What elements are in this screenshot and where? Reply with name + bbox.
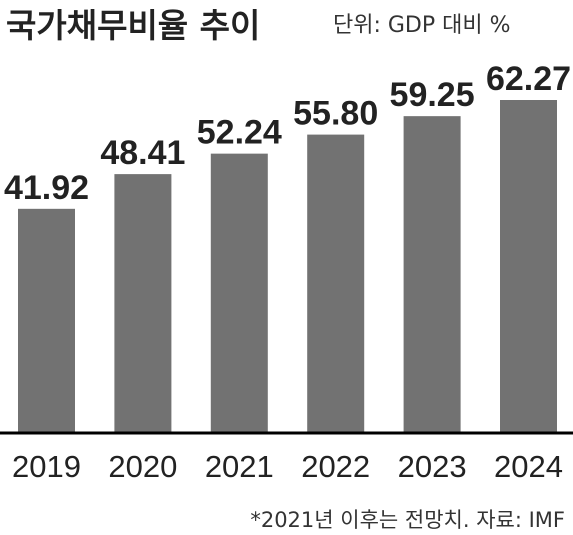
x-tick-2019: 2019 bbox=[12, 449, 81, 484]
value-label-2019: 41.92 bbox=[4, 169, 89, 207]
footnote: *2021년 이후는 전망치. 자료: IMF bbox=[250, 508, 565, 532]
x-tick-2020: 2020 bbox=[108, 449, 177, 484]
chart-title: 국가채무비율 추이 bbox=[6, 6, 260, 45]
value-label-2023: 59.25 bbox=[390, 76, 475, 114]
x-tick-2021: 2021 bbox=[205, 449, 274, 484]
unit-label: 단위: GDP 대비 % bbox=[333, 13, 511, 38]
value-label-2024: 62.27 bbox=[486, 60, 571, 98]
bar-2024 bbox=[500, 100, 557, 433]
x-tick-2024: 2024 bbox=[494, 449, 563, 484]
bars-group: 41.92 48.41 52.24 55.80 59.25 62.27 bbox=[4, 60, 571, 434]
value-label-2020: 48.41 bbox=[100, 134, 185, 172]
value-label-2021: 52.24 bbox=[197, 114, 282, 152]
bar-2023 bbox=[403, 116, 461, 433]
bar-2021 bbox=[210, 153, 268, 434]
value-label-2022: 55.80 bbox=[293, 95, 378, 133]
bar-2019 bbox=[18, 208, 75, 433]
x-tick-2022: 2022 bbox=[301, 449, 370, 484]
x-tick-labels: 2019 2020 2021 2022 2023 2024 bbox=[12, 449, 563, 484]
bar-2022 bbox=[307, 134, 365, 433]
bar-2020 bbox=[114, 174, 172, 433]
x-tick-2023: 2023 bbox=[398, 449, 467, 484]
